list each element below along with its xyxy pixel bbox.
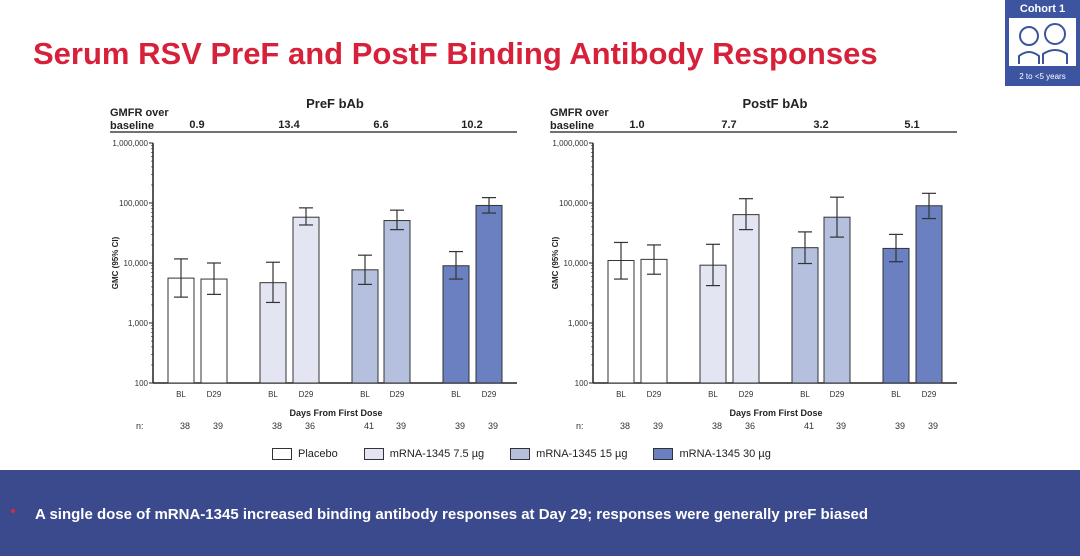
gmfr-value: 13.4 — [278, 119, 300, 131]
y-tick-label: 100 — [575, 379, 589, 388]
gmfr-value: 5.1 — [904, 119, 919, 131]
gmfr-label: GMFR over — [110, 107, 169, 119]
n-value: 36 — [305, 421, 315, 431]
n-label: n: — [136, 421, 144, 431]
x-axis-label: Days From First Dose — [729, 408, 822, 418]
gmfr-value: 10.2 — [461, 119, 482, 131]
gmfr-label: GMFR over — [550, 107, 609, 119]
legend: Placebo mRNA-1345 7.5 µg mRNA-1345 15 µg… — [272, 448, 771, 460]
n-value: 38 — [620, 421, 630, 431]
n-value: 39 — [488, 421, 498, 431]
bar — [200, 278, 228, 384]
bar — [915, 205, 943, 384]
legend-swatch — [272, 448, 292, 460]
bar — [791, 247, 819, 384]
bar — [823, 216, 851, 384]
x-tick-label: BL — [891, 390, 901, 399]
x-tick-label: BL — [451, 390, 461, 399]
gmfr-label: baseline — [550, 120, 594, 132]
children-icon — [1009, 18, 1076, 66]
n-value: 38 — [712, 421, 722, 431]
legend-item: mRNA-1345 30 µg — [653, 448, 771, 460]
bar — [475, 204, 503, 384]
y-tick-label: 100,000 — [119, 199, 148, 208]
x-tick-label: D29 — [207, 390, 222, 399]
n-value: 39 — [455, 421, 465, 431]
y-tick-label: 1,000,000 — [552, 139, 588, 148]
n-value: 39 — [396, 421, 406, 431]
bar — [292, 216, 320, 384]
y-tick-label: 100 — [135, 379, 149, 388]
x-tick-label: D29 — [647, 390, 662, 399]
bar — [732, 214, 760, 384]
n-value: 39 — [928, 421, 938, 431]
n-label: n: — [576, 421, 584, 431]
bar — [607, 260, 635, 384]
n-value: 38 — [272, 421, 282, 431]
slide-title: Serum RSV PreF and PostF Binding Antibod… — [33, 36, 878, 71]
y-axis-label: GMC (95% CI) — [551, 236, 560, 289]
gmfr-value: 1.0 — [629, 119, 644, 131]
bar — [383, 220, 411, 384]
legend-label: mRNA-1345 30 µg — [679, 448, 771, 460]
cohort-age: 2 to <5 years — [1019, 72, 1066, 81]
n-value: 41 — [364, 421, 374, 431]
x-tick-label: BL — [616, 390, 626, 399]
gmfr-value: 7.7 — [721, 119, 736, 131]
gmfr-label: baseline — [110, 120, 154, 132]
x-tick-label: D29 — [830, 390, 845, 399]
n-value: 41 — [804, 421, 814, 431]
x-axis-label: Days From First Dose — [289, 408, 382, 418]
chart-title: PreF bAb — [306, 96, 364, 111]
chart-title: PostF bAb — [743, 96, 808, 111]
y-tick-label: 10,000 — [124, 259, 149, 268]
gmfr-value: 0.9 — [189, 119, 204, 131]
n-value: 39 — [213, 421, 223, 431]
x-tick-label: BL — [360, 390, 370, 399]
legend-swatch — [653, 448, 674, 460]
n-value: 38 — [180, 421, 190, 431]
y-tick-label: 1,000 — [128, 319, 149, 328]
legend-label: mRNA-1345 7.5 µg — [389, 448, 485, 460]
legend-swatch — [363, 448, 384, 460]
bullet-icon — [11, 509, 15, 513]
bar — [640, 258, 668, 384]
cohort-badge: Cohort 1 2 to <5 years — [1005, 0, 1080, 86]
legend-item: Placebo — [272, 448, 338, 460]
legend-label: Placebo — [298, 448, 338, 460]
key-message: A single dose of mRNA-1345 increased bin… — [35, 506, 869, 523]
bar — [351, 269, 379, 384]
y-tick-label: 10,000 — [564, 259, 589, 268]
n-value: 39 — [895, 421, 905, 431]
key-message-banner: A single dose of mRNA-1345 increased bin… — [0, 470, 1080, 556]
x-tick-label: D29 — [739, 390, 754, 399]
y-tick-label: 1,000 — [568, 319, 589, 328]
x-tick-label: BL — [176, 390, 186, 399]
bar — [442, 265, 470, 384]
x-tick-label: BL — [800, 390, 810, 399]
y-axis-label: GMC (95% CI) — [111, 236, 120, 289]
x-tick-label: BL — [268, 390, 278, 399]
cohort-label: Cohort 1 — [1019, 3, 1066, 15]
n-value: 36 — [745, 421, 755, 431]
x-tick-label: BL — [708, 390, 718, 399]
x-tick-label: D29 — [922, 390, 937, 399]
legend-label: mRNA-1345 15 µg — [536, 448, 628, 460]
legend-item: mRNA-1345 7.5 µg — [363, 448, 485, 460]
bar — [882, 247, 910, 384]
x-tick-label: D29 — [482, 390, 497, 399]
legend-item: mRNA-1345 15 µg — [510, 448, 627, 460]
gmfr-value: 3.2 — [813, 119, 828, 131]
y-tick-label: 100,000 — [559, 199, 588, 208]
n-value: 39 — [653, 421, 663, 431]
y-tick-label: 1,000,000 — [112, 139, 148, 148]
gmfr-value: 6.6 — [373, 119, 388, 131]
n-value: 39 — [836, 421, 846, 431]
x-tick-label: D29 — [299, 390, 314, 399]
legend-swatch — [510, 448, 531, 460]
x-tick-label: D29 — [390, 390, 405, 399]
